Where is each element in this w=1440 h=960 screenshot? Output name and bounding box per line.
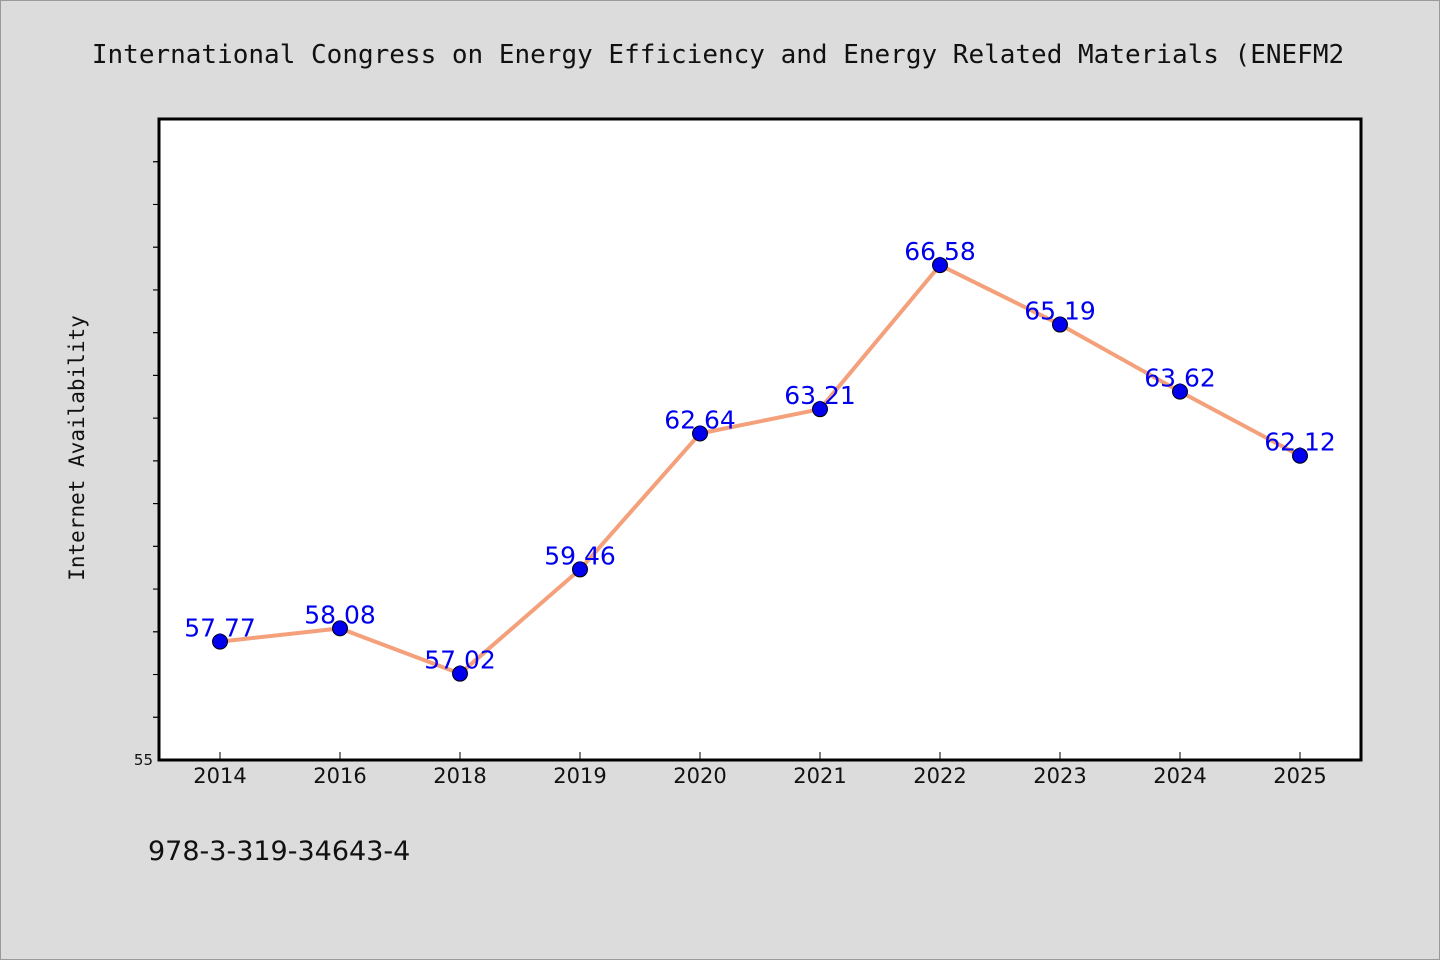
x-tick-label: 2022 bbox=[913, 764, 966, 788]
data-label: 62.64 bbox=[664, 406, 736, 435]
isbn-footnote: 978-3-319-34643-4 bbox=[148, 836, 411, 867]
data-label: 57.77 bbox=[184, 614, 256, 643]
chart-title: International Congress on Energy Efficie… bbox=[92, 40, 1344, 70]
data-point[interactable] bbox=[572, 561, 588, 578]
x-tick-label: 2025 bbox=[1273, 764, 1326, 788]
data-labels: 57.77 58.08 57.02 59.46 62.64 63.21 66.58 65.19… bbox=[184, 237, 1336, 675]
x-tick-label: 2024 bbox=[1153, 764, 1206, 788]
series-line bbox=[218, 263, 1302, 676]
x-tick-label: 2023 bbox=[1033, 764, 1086, 788]
x-tick-label: 2016 bbox=[313, 764, 366, 788]
data-point[interactable] bbox=[812, 401, 828, 418]
data-label: 58.08 bbox=[304, 600, 376, 629]
data-label: 59.46 bbox=[544, 541, 616, 570]
x-axis: 2014 2016 2018 2019 2020 2021 2022 2023 2024 2025 bbox=[193, 752, 1327, 788]
data-point[interactable] bbox=[212, 633, 228, 650]
data-point[interactable] bbox=[692, 425, 708, 442]
data-point[interactable] bbox=[1052, 316, 1068, 333]
data-label: 63.21 bbox=[784, 381, 856, 410]
data-label: 63.62 bbox=[1144, 364, 1216, 393]
data-label: 57.02 bbox=[424, 646, 496, 675]
data-label: 65.19 bbox=[1024, 297, 1096, 326]
data-point[interactable] bbox=[452, 665, 468, 682]
data-point[interactable] bbox=[332, 620, 348, 637]
y-tick-label: 55 bbox=[134, 751, 153, 769]
x-tick-label: 2021 bbox=[793, 764, 846, 788]
data-label: 66.58 bbox=[904, 237, 976, 266]
y-axis-label: Internet Availability bbox=[65, 315, 89, 581]
x-tick-label: 2020 bbox=[673, 764, 726, 788]
series bbox=[212, 257, 1308, 682]
x-tick-label: 2014 bbox=[193, 764, 246, 788]
x-tick-label: 2018 bbox=[433, 764, 486, 788]
data-point[interactable] bbox=[932, 257, 948, 274]
data-point[interactable] bbox=[1172, 383, 1188, 400]
y-axis: 55 bbox=[134, 161, 159, 769]
data-point[interactable] bbox=[1292, 447, 1308, 464]
plot-area bbox=[157, 117, 1363, 762]
x-tick-label: 2019 bbox=[553, 764, 606, 788]
data-label: 62.12 bbox=[1264, 428, 1336, 457]
